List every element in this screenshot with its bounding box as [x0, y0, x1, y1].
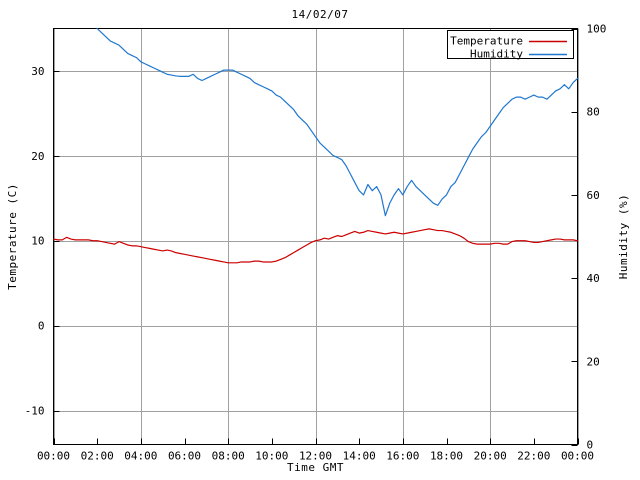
ytick-label-left: 30	[31, 65, 44, 78]
ytick-label-left: 10	[31, 235, 44, 248]
xtick-label: 02:00	[81, 450, 114, 463]
y-axis-title-right: Humidity (%)	[617, 194, 630, 279]
axis-ticks	[53, 29, 579, 446]
xtick-label: 18:00	[430, 450, 463, 463]
xtick-label: 00:00	[561, 450, 594, 463]
xtick-label: 06:00	[168, 450, 201, 463]
ytick-label-right: 0	[587, 439, 594, 452]
ytick-label-left: 20	[31, 150, 44, 163]
xtick-label: 04:00	[124, 450, 157, 463]
axis-labels: 00:00 02:00 04:00 06:00 08:00 10:00 12:00 14:00…	[6, 23, 630, 475]
data-series	[52, 27, 579, 264]
plot-border	[53, 28, 578, 445]
gridlines	[53, 28, 579, 445]
x-axis-title: Time GMT	[287, 461, 344, 474]
xtick-label: 14:00	[343, 450, 376, 463]
ytick-label-right: 100	[587, 23, 607, 36]
xtick-label: 20:00	[474, 450, 507, 463]
plot-frame	[53, 28, 578, 445]
ytick-label-right: 80	[587, 106, 600, 119]
ytick-label-left: -10	[25, 405, 45, 418]
chart-title: 14/02/07	[291, 8, 349, 21]
xtick-label: 00:00	[37, 450, 70, 463]
ytick-label-right: 60	[587, 189, 600, 202]
series-line-humidity	[96, 27, 579, 217]
xtick-label: 22:00	[517, 450, 550, 463]
ytick-label-right: 20	[587, 355, 600, 368]
xtick-label: 08:00	[212, 450, 245, 463]
ytick-label-right: 40	[587, 272, 600, 285]
xtick-label: 10:00	[255, 450, 288, 463]
ytick-label-left: 0	[38, 320, 45, 333]
series-line-temperature	[52, 228, 579, 264]
legend-label: Temperature	[450, 35, 523, 48]
legend-label: Humidity	[470, 48, 523, 61]
xtick-label: 12:00	[299, 450, 332, 463]
y-axis-title-left: Temperature (C)	[6, 183, 19, 290]
xtick-label: 16:00	[386, 450, 419, 463]
